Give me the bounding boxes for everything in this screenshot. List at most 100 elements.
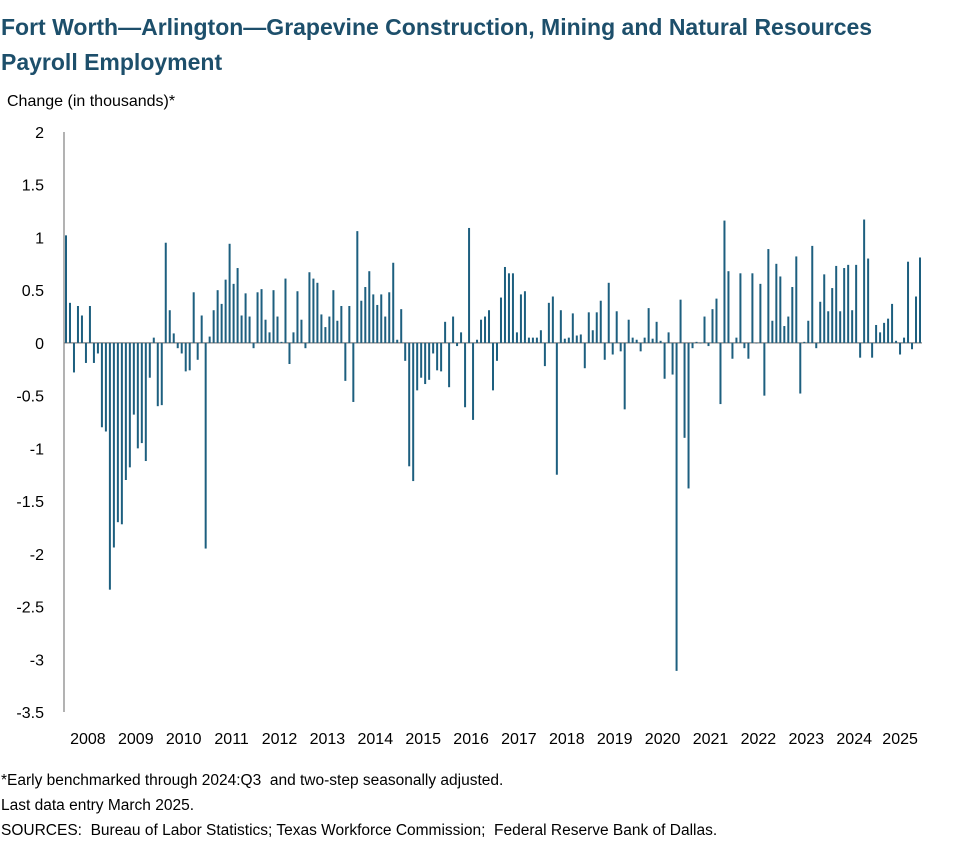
bar: [603, 342, 606, 360]
bar: [763, 342, 766, 396]
bar: [655, 321, 658, 343]
bar: [348, 306, 351, 343]
x-tick-label: 2024: [836, 731, 872, 748]
bar: [416, 342, 419, 391]
bar: [855, 264, 858, 343]
bar: [152, 337, 155, 343]
bar: [707, 342, 710, 347]
bar: [907, 261, 910, 343]
bar-series: [65, 219, 921, 671]
bar: [172, 333, 175, 343]
footnote-sources: SOURCES: Bureau of Labor Statistics; Tex…: [1, 822, 718, 839]
bar: [867, 258, 870, 343]
bar: [571, 313, 574, 343]
bar: [523, 291, 526, 343]
y-tick-label: -1: [30, 441, 44, 458]
bar: [204, 342, 207, 549]
bar: [216, 290, 219, 343]
bar: [627, 319, 630, 343]
y-tick-label: -2.5: [16, 600, 44, 617]
bar: [735, 337, 738, 343]
bar: [392, 262, 395, 343]
bar: [851, 310, 854, 343]
bar: [296, 291, 299, 343]
bar: [484, 316, 487, 343]
bar: [352, 342, 355, 402]
x-tick-label: 2020: [645, 731, 681, 748]
bar: [256, 292, 259, 343]
bar: [799, 342, 802, 394]
bar: [360, 300, 363, 343]
bar: [903, 337, 906, 343]
bar: [332, 290, 335, 343]
x-tick-label: 2010: [166, 731, 202, 748]
bar: [911, 342, 914, 350]
bar: [96, 342, 99, 354]
bar: [148, 342, 151, 378]
bar: [404, 342, 407, 361]
x-tick-label: 2011: [214, 731, 249, 748]
bar: [815, 342, 818, 349]
bar: [180, 342, 183, 354]
bar: [859, 342, 862, 358]
footnote-adjustment: *Early benchmarked through 2024:Q3 and t…: [1, 772, 504, 789]
bar: [164, 242, 167, 343]
bar: [364, 287, 367, 343]
bar: [715, 298, 718, 343]
bar: [188, 342, 191, 371]
bar: [432, 342, 435, 354]
x-tick-label: 2013: [310, 731, 346, 748]
bar: [839, 311, 842, 343]
bar: [727, 271, 730, 343]
bar: [464, 342, 467, 408]
bar: [863, 219, 866, 343]
bar: [328, 316, 331, 343]
bar: [184, 342, 187, 372]
y-axis-label: Change (in thousands)*: [7, 93, 175, 110]
bar: [631, 337, 634, 343]
bar: [659, 340, 662, 343]
bar: [595, 312, 598, 343]
bar: [543, 342, 546, 367]
bar: [376, 304, 379, 343]
chart-title: Fort Worth—Arlington—Grapevine Construct…: [1, 10, 961, 80]
bar: [743, 342, 746, 349]
bar: [124, 342, 127, 480]
bar: [68, 302, 71, 343]
x-tick-label: 2022: [741, 731, 777, 748]
y-tick-label: -1.5: [16, 494, 44, 511]
bar: [384, 316, 387, 343]
bar: [639, 342, 642, 352]
bar: [499, 297, 502, 343]
bar: [136, 342, 139, 449]
bar: [527, 337, 530, 343]
x-tick-label: 2023: [789, 731, 825, 748]
bar: [276, 316, 279, 343]
x-tick-label: 2025: [882, 731, 918, 748]
bar: [579, 334, 582, 343]
bar: [787, 316, 790, 343]
footnote-last-entry: Last data entry March 2025.: [1, 797, 195, 814]
y-tick-label: 2: [35, 125, 44, 142]
bar: [488, 310, 491, 343]
bar: [140, 342, 143, 444]
bar: [615, 311, 618, 343]
bar: [567, 337, 570, 343]
x-tick-label: 2017: [501, 731, 537, 748]
bar: [312, 278, 315, 343]
bar: [679, 299, 682, 343]
bar: [268, 332, 271, 343]
bar: [196, 342, 199, 360]
y-tick-label: 0.5: [22, 283, 44, 300]
bar: [875, 324, 878, 343]
bar: [771, 320, 774, 343]
bar: [308, 272, 311, 343]
bar: [515, 332, 518, 343]
bar: [244, 293, 247, 343]
bar: [88, 306, 91, 343]
bar: [879, 332, 882, 343]
bar: [492, 342, 494, 391]
bar: [747, 342, 750, 359]
bar: [368, 271, 371, 343]
y-tick-label: -0.5: [16, 389, 44, 406]
